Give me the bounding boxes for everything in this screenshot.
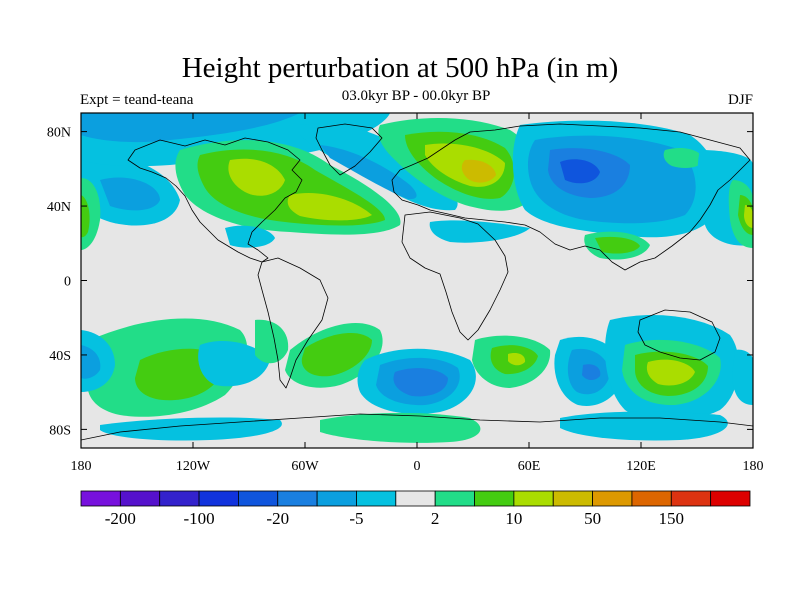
plot-title: Height perturbation at 500 hPa (in m) xyxy=(181,52,619,84)
colorbar-label: -20 xyxy=(266,509,289,528)
lat-tick-label: 80N xyxy=(47,126,71,141)
colorbar-label: 50 xyxy=(584,509,601,528)
contour-s-america-pos xyxy=(255,319,289,364)
contour-e-edge-pos-3 xyxy=(744,205,753,228)
colorbar-swatch xyxy=(159,490,200,507)
colorbar-swatch xyxy=(277,490,318,507)
contour-nw-pacific-inner xyxy=(100,177,160,211)
contour-s-pacific-neg xyxy=(198,340,270,387)
lat-tick-label: 0 xyxy=(64,275,71,290)
contour-s-indian-neg-3 xyxy=(582,364,601,381)
lat-tick-label: 40S xyxy=(49,349,71,364)
colorbar: -200 -100 -20 -5 2 10 50 150 xyxy=(80,490,751,528)
contour-antarctic-neg-e xyxy=(560,411,728,441)
experiment-label: Expt = teand-teana xyxy=(80,92,194,108)
colorbar-swatch xyxy=(119,490,161,507)
contour-antarctic-pos xyxy=(320,412,481,443)
contour-se-edge-neg xyxy=(732,349,753,405)
colorbar-swatch xyxy=(552,490,593,507)
colorbar-swatch xyxy=(670,490,712,507)
colorbar-swatch xyxy=(513,490,554,507)
coastlines xyxy=(81,123,753,441)
colorbar-label: 150 xyxy=(659,509,685,528)
colorbar-swatch xyxy=(592,490,633,507)
coastline-africa xyxy=(401,211,509,341)
season-label: DJF xyxy=(727,92,753,108)
lon-tick-label: 120E xyxy=(626,459,656,474)
colorbar-swatch xyxy=(80,490,121,507)
contour-field xyxy=(81,113,753,448)
contour-mediterranean-neg xyxy=(429,220,530,243)
lon-tick-label: 60E xyxy=(518,459,541,474)
colorbar-label: -200 xyxy=(105,509,136,528)
period-label: 03.0kyr BP - 00.0kyr BP xyxy=(341,88,491,104)
colorbar-swatch xyxy=(710,490,751,507)
lon-tick-label: 60W xyxy=(291,459,319,474)
lon-tick-label: 120W xyxy=(176,459,211,474)
colorbar-label: -100 xyxy=(183,509,214,528)
coastline-greenland xyxy=(315,123,383,176)
coastline-australia xyxy=(637,309,721,361)
colorbar-label: -5 xyxy=(349,509,363,528)
contour-n-atlantic-pos-3 xyxy=(287,192,372,221)
colorbar-swatch xyxy=(395,490,436,507)
lat-tick-label: 40N xyxy=(47,200,71,215)
lon-tick-label: 0 xyxy=(414,459,421,474)
coastline-south-america xyxy=(257,257,329,389)
colorbar-swatch xyxy=(474,490,515,507)
contour-europe-pos-4 xyxy=(461,159,496,183)
colorbar-label: 10 xyxy=(505,509,522,528)
colorbar-swatch xyxy=(238,490,279,507)
lat-tick-label: 80S xyxy=(49,423,71,438)
coastline-north-america xyxy=(127,137,303,263)
colorbar-swatch xyxy=(356,490,397,507)
contour-s-ocean-neg-3 xyxy=(393,368,448,397)
colorbar-swatch xyxy=(631,490,672,507)
colorbar-swatch xyxy=(434,490,475,507)
coastline-eurasia xyxy=(391,123,751,271)
contour-australia-pos-3 xyxy=(646,359,695,386)
contour-antarctic-neg-w xyxy=(100,417,282,441)
contour-siberia-neg-4 xyxy=(560,159,600,184)
contour-arctic-neg-inner xyxy=(81,113,300,143)
lon-tick-label: 180 xyxy=(743,459,764,474)
contour-s-africa-pos-3 xyxy=(508,352,526,366)
contour-ne-asia-pos xyxy=(663,148,705,168)
latitude-axis: 80N 40N 0 40S 80S xyxy=(47,126,753,438)
lon-tick-label: 180 xyxy=(71,459,92,474)
contour-sw-pacific-neg-2 xyxy=(81,345,101,379)
coastline-antarctica xyxy=(81,413,753,441)
contour-s-atlantic-pos-2 xyxy=(301,333,372,377)
contour-s-asia-pos-2 xyxy=(595,236,640,254)
colorbar-swatch xyxy=(198,490,239,507)
contour-n-america-pos-3 xyxy=(228,158,285,196)
colorbar-swatch xyxy=(316,490,357,507)
contour-caribbean-neg xyxy=(225,225,275,248)
longitude-axis: 180 120W 60W 0 60E 120E 180 xyxy=(71,113,764,474)
contour-w-edge-pos-inner xyxy=(81,195,90,238)
contour-greenland-neg-inner xyxy=(320,145,417,200)
colorbar-label: 2 xyxy=(431,509,440,528)
